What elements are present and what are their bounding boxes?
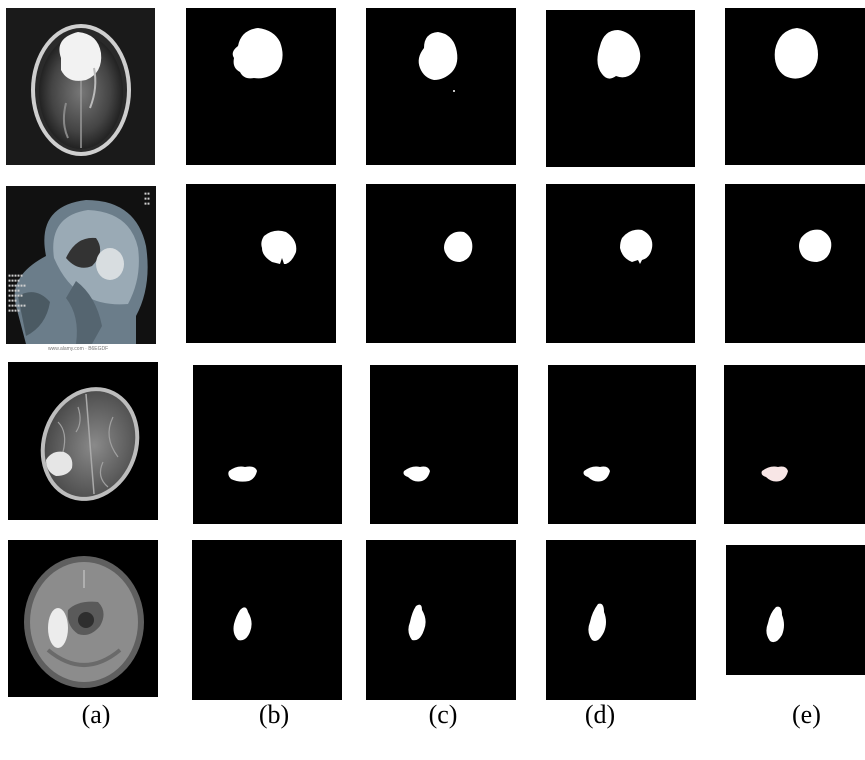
- tumor-region: [597, 30, 641, 79]
- segmentation-mask-row4-c: [366, 540, 516, 700]
- tumor-region: [228, 466, 257, 482]
- tumor-region: [766, 606, 784, 643]
- tumor-region: [261, 230, 297, 264]
- tumor-region: [232, 28, 283, 79]
- segmentation-mask-row3-e: [724, 365, 865, 524]
- mri-scan-row2: ▪▪▪▪▪ ▪▪▪▪ ▪▪▪▪▪▪ ▪▪▪▪ ▪▪▪▪▪ ▪▪▪ ▪▪▪▪▪▪ ▪▪▪▪ ▪▪…: [6, 186, 156, 354]
- segmentation-mask-row1-b: [186, 8, 336, 165]
- tumor-region: [761, 466, 788, 482]
- tumor-region: [444, 231, 473, 262]
- mri-scan-row3: [8, 362, 158, 520]
- scan-overlay-text: ▪▪▪▪▪ ▪▪▪▪ ▪▪▪▪▪▪ ▪▪▪▪ ▪▪▪▪▪ ▪▪▪ ▪▪▪▪▪▪ ▪▪▪▪: [8, 273, 27, 314]
- segmentation-mask-row3-c: [370, 365, 518, 524]
- tumor-region: [620, 229, 653, 264]
- tumor-region: [588, 603, 606, 641]
- tumor-region: [408, 604, 426, 641]
- segmentation-mask-row4-d: [546, 540, 696, 700]
- mri-scan-row1: [6, 8, 155, 165]
- segmentation-mask-row2-b: [186, 184, 336, 343]
- segmentation-mask-row2-c: [366, 184, 516, 343]
- tumor-region: [774, 28, 818, 79]
- tumor-region: [233, 607, 252, 641]
- segmentation-mask-row3-b: [193, 365, 342, 524]
- column-label-a: (a): [81, 700, 111, 729]
- scan-overlay-text-right: ▪▪ ▪▪ ▪▪: [144, 191, 151, 207]
- column-label-e: (e): [792, 700, 821, 729]
- tumor-region: [799, 229, 832, 262]
- column-label-b: (b): [258, 700, 290, 729]
- segmentation-mask-row2-d: [546, 184, 695, 343]
- segmentation-mask-row1-e: [725, 8, 865, 165]
- segmentation-mask-row3-d: [548, 365, 696, 524]
- tumor-region: [418, 32, 458, 80]
- mri-scan-row4: [8, 540, 158, 697]
- segmentation-mask-row4-b: [192, 540, 342, 700]
- segmentation-mask-row4-e: [726, 545, 865, 675]
- segmentation-mask-row1-c: [366, 8, 516, 165]
- segmentation-mask-row1-d: [546, 10, 695, 167]
- column-label-c: (c): [428, 700, 458, 729]
- column-label-d: (d): [584, 700, 616, 729]
- scan-watermark: www.alamy.com · B6EGDF: [48, 346, 109, 352]
- segmentation-mask-row2-e: [725, 184, 865, 343]
- tumor-region: [403, 466, 430, 482]
- tumor-region: [583, 466, 610, 482]
